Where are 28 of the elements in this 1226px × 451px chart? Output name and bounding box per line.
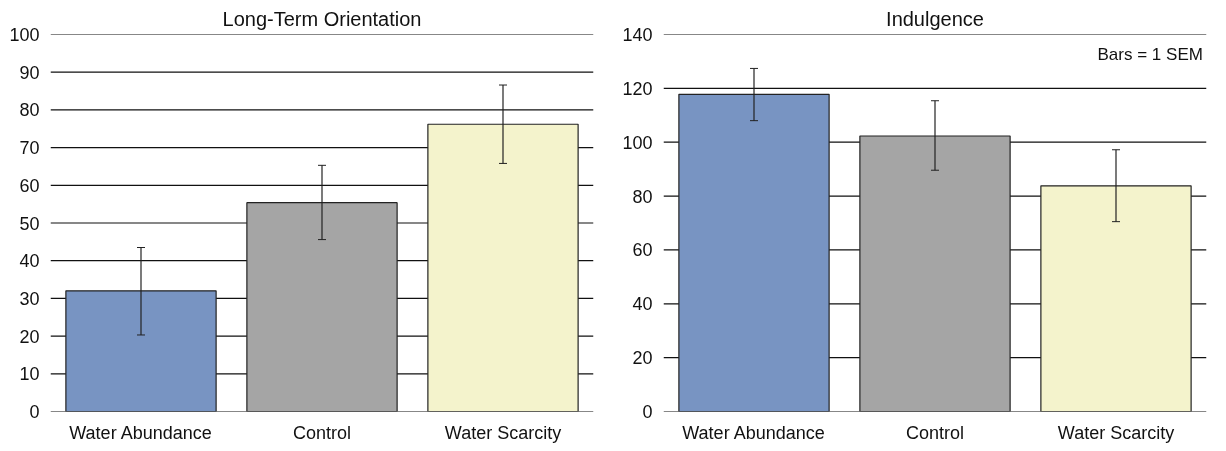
- y-tick-label: 10: [19, 364, 40, 385]
- y-tick-label: 120: [622, 78, 653, 99]
- y-tick-label: 80: [632, 186, 653, 207]
- y-tick-label: 50: [19, 213, 40, 234]
- x-tick-label: Control: [905, 422, 965, 443]
- y-tick-label: 80: [19, 100, 40, 121]
- y-tick-label: 0: [642, 402, 653, 422]
- y-tick-label: 70: [19, 138, 40, 159]
- y-tick-label: 20: [632, 348, 653, 369]
- annotation: Bars = 1 SEM: [1097, 44, 1203, 64]
- y-tick-label: 140: [622, 25, 653, 45]
- chart-title: Indulgence: [886, 7, 984, 30]
- y-tick-label: 60: [632, 240, 653, 261]
- y-tick-label: 100: [622, 132, 653, 153]
- y-tick-label: 20: [19, 326, 40, 347]
- x-tick-label: Water Scarcity: [444, 422, 562, 443]
- y-tick-label: 100: [9, 25, 40, 45]
- y-tick-label: 40: [19, 251, 40, 272]
- y-tick-label: 0: [29, 402, 40, 422]
- x-tick-label: Water Abundance: [69, 422, 212, 443]
- y-tick-label: 40: [632, 294, 653, 315]
- y-tick-label: 60: [19, 175, 40, 196]
- x-tick-label: Water Abundance: [682, 422, 825, 443]
- y-tick-label: 30: [19, 288, 40, 309]
- y-tick-label: 90: [19, 62, 40, 83]
- x-tick-label: Control: [292, 422, 352, 443]
- chart-title: Long-Term Orientation: [222, 7, 422, 30]
- x-tick-label: Water Scarcity: [1057, 422, 1175, 443]
